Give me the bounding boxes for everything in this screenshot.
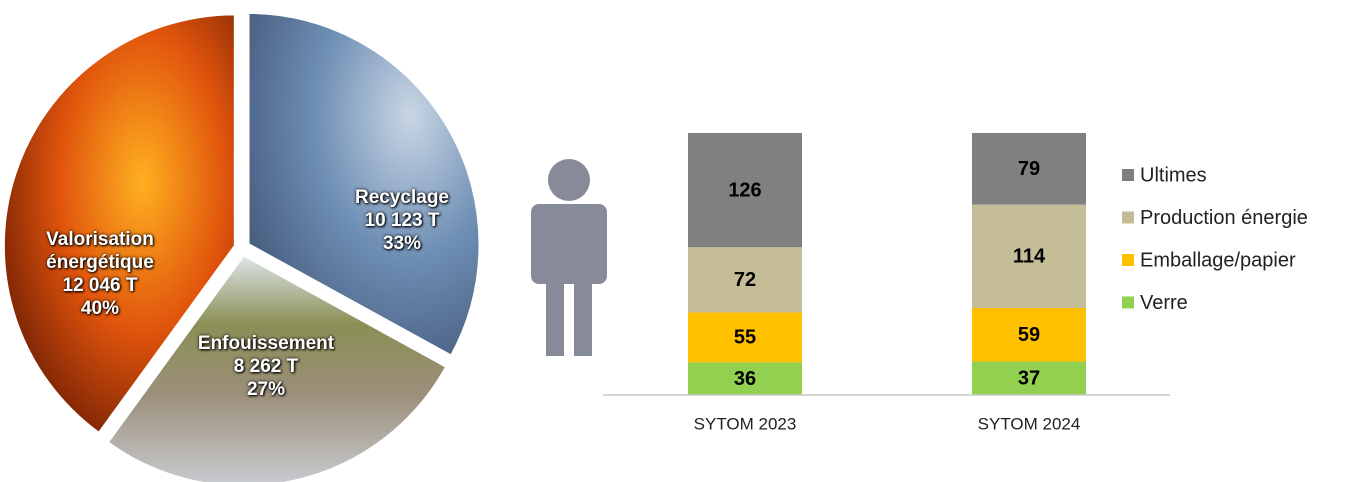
data-label: 114: [1013, 246, 1046, 268]
bar-segment: [972, 307, 1086, 362]
bar-segment: [688, 247, 802, 313]
data-label: 72: [734, 269, 756, 291]
pie-slice: [105, 252, 449, 482]
slice-label: Enfouissement: [197, 333, 335, 354]
pie-slice: [246, 10, 482, 359]
legend-label: Ultimes: [1140, 164, 1207, 186]
bar-segment: [688, 132, 802, 248]
slice-tonnage: 10 123 T: [364, 210, 440, 231]
legend-label: Production énergie: [1140, 207, 1308, 229]
slice-tonnage: 8 262 T: [233, 356, 299, 377]
legend-label: Emballage/papier: [1140, 249, 1296, 271]
legend-swatch: [1122, 296, 1134, 309]
slice-percent: 33%: [382, 233, 422, 254]
bar-segment: [972, 361, 1086, 395]
data-label: 37: [1018, 368, 1040, 390]
legend-swatch: [1122, 254, 1134, 266]
legend-swatch: [1122, 211, 1134, 224]
data-label: 36: [734, 368, 756, 390]
legend-label: Verre: [1140, 292, 1188, 314]
data-label: 79: [1018, 158, 1040, 180]
data-label: 55: [734, 327, 756, 349]
bar-segment: [688, 362, 802, 395]
slice-label: Recyclage: [354, 187, 449, 208]
pie-slice: [1, 12, 237, 436]
data-label: 126: [728, 179, 761, 201]
slice-tonnage: 12 046 T: [62, 275, 138, 296]
legend-swatch: [1122, 169, 1134, 181]
x-tick-label: SYTOM 2024: [978, 414, 1081, 433]
data-label: 59: [1018, 324, 1040, 346]
slice-percent: 27%: [246, 379, 286, 400]
person-icon: [531, 159, 607, 356]
bar-segment: [972, 132, 1086, 205]
bar-segment: [972, 204, 1086, 308]
slice-label: Valorisation énergétique: [46, 229, 154, 273]
slice-percent: 40%: [80, 298, 120, 319]
x-tick-label: SYTOM 2023: [694, 414, 797, 433]
bar-segment: [688, 312, 802, 363]
